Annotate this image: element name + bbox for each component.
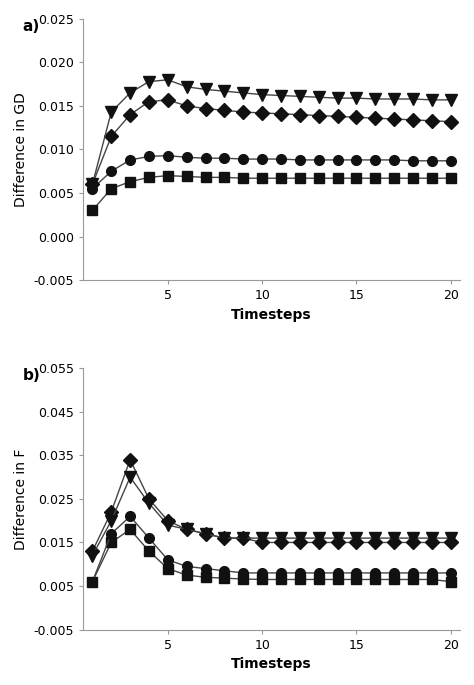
Y-axis label: Difference in GD: Difference in GD	[14, 92, 28, 207]
Y-axis label: Difference in F: Difference in F	[14, 448, 28, 549]
X-axis label: Timesteps: Timesteps	[231, 308, 312, 322]
X-axis label: Timesteps: Timesteps	[231, 657, 312, 671]
Text: b): b)	[23, 369, 40, 384]
Text: a): a)	[23, 19, 40, 34]
